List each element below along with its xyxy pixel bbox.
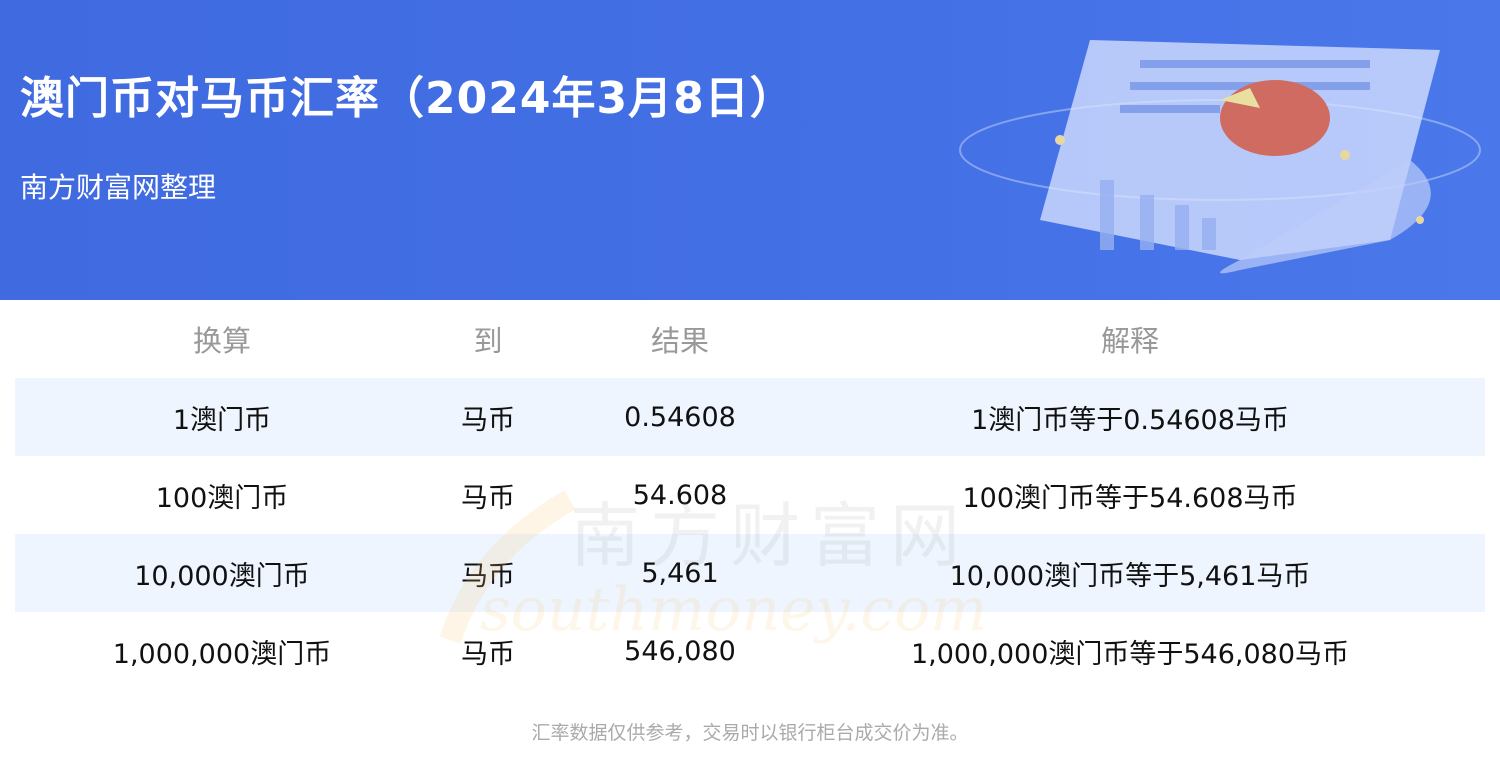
cell-result: 546,080 — [624, 635, 736, 667]
page-subtitle: 南方财富网整理 — [20, 171, 217, 204]
cell-explanation: 10,000澳门币等于5,461马币 — [949, 560, 1311, 592]
column-header-convert: 换算 — [192, 324, 251, 358]
report-chart-illustration-icon — [959, 40, 1481, 274]
cell-from: 100澳门币 — [155, 482, 289, 514]
cell-to: 马币 — [461, 638, 515, 670]
column-header-result: 结果 — [650, 324, 709, 358]
header-banner: 澳门币对马币汇率（2024年3月8日） 南方财富网整理 — [0, 0, 1500, 300]
cell-result: 54.608 — [632, 479, 728, 511]
cell-from: 10,000澳门币 — [134, 560, 310, 592]
cell-to: 马币 — [461, 560, 515, 592]
disclaimer-footer: 汇率数据仅供参考，交易时以银行柜台成交价为准。 — [531, 722, 969, 744]
column-header-explanation: 解释 — [1100, 324, 1159, 358]
cell-to: 马币 — [461, 404, 515, 436]
cell-from: 1澳门币 — [172, 404, 272, 436]
table-header: 换算 到 结果 解释 — [15, 300, 1485, 378]
column-header-to: 到 — [473, 324, 503, 358]
table-row: 1,000,000澳门币 马币 546,080 1,000,000澳门币等于54… — [15, 612, 1485, 690]
cell-from: 1,000,000澳门币 — [112, 638, 332, 670]
cell-result: 5,461 — [641, 557, 719, 589]
cell-explanation: 100澳门币等于54.608马币 — [962, 482, 1298, 514]
cell-explanation: 1澳门币等于0.54608马币 — [971, 404, 1289, 436]
cell-explanation: 1,000,000澳门币等于546,080马币 — [910, 638, 1350, 670]
table-row: 1澳门币 马币 0.54608 1澳门币等于0.54608马币 — [15, 378, 1485, 456]
page-title: 澳门币对马币汇率（2024年3月8日） — [20, 73, 795, 124]
table-row: 10,000澳门币 马币 5,461 10,000澳门币等于5,461马币 — [15, 534, 1485, 612]
cell-result: 0.54608 — [624, 401, 736, 433]
cell-to: 马币 — [461, 482, 515, 514]
table-row: 100澳门币 马币 54.608 100澳门币等于54.608马币 — [15, 456, 1485, 534]
